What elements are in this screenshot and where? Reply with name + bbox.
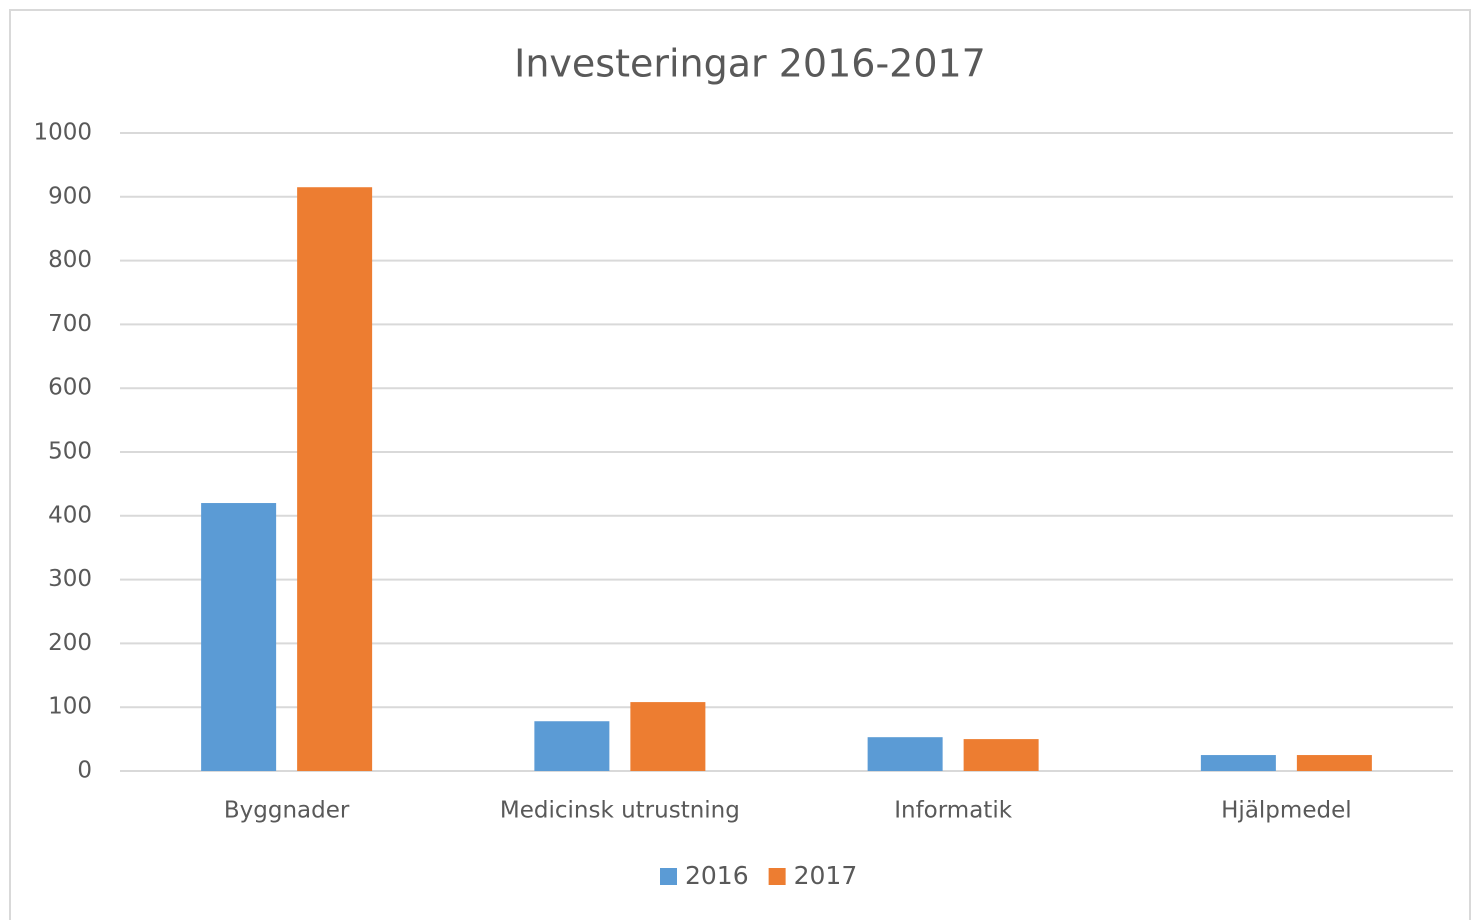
bar	[630, 702, 706, 771]
y-tick-label: 500	[48, 439, 92, 465]
x-tick-label: Hjälpmedel	[1221, 798, 1351, 824]
legend-swatch	[768, 868, 786, 885]
y-tick-label: 400	[48, 502, 92, 528]
y-tick-label: 700	[48, 311, 92, 337]
y-tick-label: 900	[48, 183, 92, 209]
y-tick-label: 300	[48, 566, 92, 592]
y-tick-label: 800	[48, 247, 92, 273]
bar	[201, 503, 277, 771]
bar	[534, 721, 610, 771]
bar	[963, 739, 1039, 771]
legend-swatch	[660, 868, 677, 885]
x-tick-label: Medicinsk utrustning	[500, 798, 740, 824]
bar	[1200, 755, 1276, 771]
y-tick-label: 0	[77, 758, 92, 784]
chart-title: Investeringar 2016-2017	[514, 42, 986, 86]
y-tick-label: 100	[48, 694, 92, 720]
x-tick-label: Informatik	[894, 798, 1012, 824]
legend-label: 2016	[685, 861, 749, 890]
y-tick-label: 600	[48, 375, 92, 401]
legend-label: 2017	[794, 861, 858, 890]
chart-border	[9, 9, 1471, 920]
bar	[297, 187, 373, 772]
x-tick-label: Byggnader	[224, 798, 350, 824]
y-tick-label: 1000	[33, 120, 92, 146]
bar	[867, 737, 943, 771]
bar	[1296, 755, 1372, 771]
y-tick-label: 200	[48, 630, 92, 656]
